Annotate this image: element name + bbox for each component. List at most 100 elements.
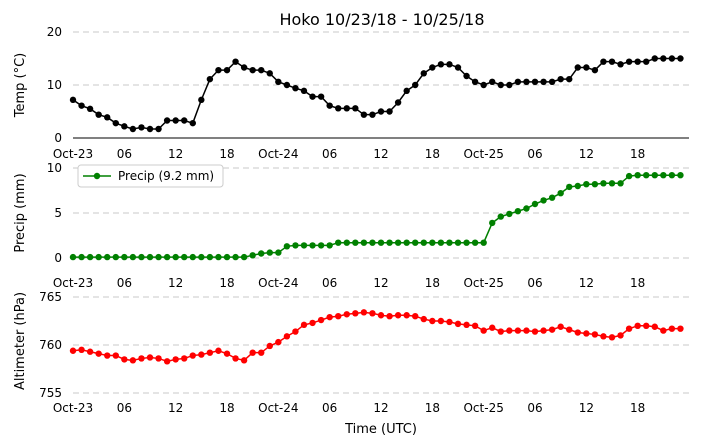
temp-data-point xyxy=(215,66,222,74)
temp-data-point xyxy=(420,70,427,77)
temp-data-point xyxy=(403,87,410,95)
altimeter-data-point xyxy=(317,316,325,324)
precip-data-point xyxy=(232,253,239,261)
precip-data-point xyxy=(112,253,119,261)
precip-data-point xyxy=(292,242,299,249)
temp-data-point xyxy=(198,96,205,104)
precip-data-point xyxy=(181,253,188,261)
precip-data-point xyxy=(489,219,496,227)
altimeter-data-point xyxy=(437,317,445,325)
precip-data-point xyxy=(591,181,599,188)
precip-data-point xyxy=(608,180,616,187)
altimeter-x-tick-label: 06 xyxy=(322,401,337,415)
altimeter-data-point xyxy=(377,312,385,319)
precip-data-point xyxy=(557,190,564,197)
temp-data-point xyxy=(266,70,273,77)
temp-data-point xyxy=(677,55,684,62)
legend-marker xyxy=(93,172,101,180)
altimeter-data-point xyxy=(446,318,453,326)
altimeter-data-point xyxy=(69,347,77,354)
altimeter-y-tick-label: 755 xyxy=(39,386,62,400)
precip-x-tick-label: 12 xyxy=(579,276,594,290)
altimeter-data-point xyxy=(506,327,513,334)
altimeter-data-point xyxy=(309,319,316,327)
precip-data-point xyxy=(121,253,128,261)
altimeter-data-point xyxy=(514,327,522,334)
temp-y-tick-label: 0 xyxy=(54,131,62,145)
altimeter-data-point xyxy=(489,324,496,331)
precip-data-point xyxy=(566,183,573,191)
altimeter-data-point xyxy=(523,327,530,334)
precip-data-point xyxy=(343,239,350,246)
temp-data-point xyxy=(608,58,616,65)
altimeter-data-point xyxy=(497,328,504,335)
temp-data-point xyxy=(78,102,85,109)
altimeter-x-tick-label: 12 xyxy=(579,401,594,415)
temp-data-point xyxy=(489,78,496,86)
altimeter-data-point xyxy=(249,349,256,356)
temp-data-point xyxy=(155,125,162,133)
altimeter-x-tick-label: Oct-23 xyxy=(53,401,93,415)
precip-x-tick-label: 18 xyxy=(219,276,234,290)
altimeter-data-point xyxy=(617,332,624,339)
temp-data-point xyxy=(625,58,633,65)
precip-data-point xyxy=(215,253,222,261)
temp-data-point xyxy=(412,81,419,89)
altimeter-data-point xyxy=(275,338,282,346)
temp-data-point xyxy=(86,105,94,113)
temp-x-tick-label: 06 xyxy=(117,147,132,161)
precip-data-point xyxy=(420,239,427,246)
temp-data-point xyxy=(343,105,350,112)
precip-data-point xyxy=(386,239,393,246)
altimeter-data-point xyxy=(412,313,419,320)
precip-x-tick-label: 18 xyxy=(425,276,440,290)
precip-data-point xyxy=(506,210,513,218)
precip-data-point xyxy=(240,253,248,261)
temp-data-point xyxy=(386,108,393,115)
temp-data-point xyxy=(104,114,111,121)
altimeter-data-point xyxy=(104,352,111,359)
temperature-panel: 0 10 20 Temp (°C) Oct-23 06 12 18 Oct-24 06 12 18 Oc… xyxy=(13,25,689,161)
precip-data-point xyxy=(138,253,145,261)
precip-data-point xyxy=(600,180,607,187)
temp-data-point xyxy=(497,81,504,89)
altimeter-data-point xyxy=(232,355,239,362)
precip-data-point xyxy=(129,253,137,261)
altimeter-data-point xyxy=(206,349,214,356)
precip-x-tick-label: 06 xyxy=(117,276,132,290)
altimeter-data-point xyxy=(258,349,265,356)
temp-data-point xyxy=(591,66,599,74)
precip-data-point xyxy=(446,239,453,246)
precip-data-point xyxy=(668,172,676,179)
altimeter-data-point xyxy=(420,315,427,323)
precip-data-point xyxy=(643,172,650,179)
temp-data-point xyxy=(172,117,179,124)
precip-data-point xyxy=(625,172,633,180)
altimeter-data-point xyxy=(634,322,641,329)
temp-x-tick-label: 12 xyxy=(373,147,388,161)
precip-data-point xyxy=(300,242,308,249)
precip-data-point xyxy=(266,249,273,256)
precip-data-point xyxy=(454,239,462,246)
temp-data-point xyxy=(600,58,607,65)
precip-data-point xyxy=(86,253,94,261)
precip-data-point xyxy=(660,172,667,179)
precip-data-point xyxy=(403,239,410,246)
temp-data-point xyxy=(583,64,590,71)
temp-data-point xyxy=(643,58,650,65)
altimeter-x-tick-label: 12 xyxy=(373,401,388,415)
altimeter-x-tick-label: 06 xyxy=(117,401,132,415)
precip-data-point xyxy=(275,249,282,256)
precip-data-point xyxy=(189,253,196,261)
precip-x-tick-label: Oct-25 xyxy=(463,276,503,290)
temp-data-point xyxy=(232,58,239,65)
altimeter-data-point xyxy=(146,354,154,361)
precip-x-tick-label: 06 xyxy=(322,276,337,290)
precip-data-point xyxy=(617,180,624,187)
precip-data-point xyxy=(497,213,504,220)
precip-data-point xyxy=(377,239,385,246)
altimeter-data-point xyxy=(95,350,102,357)
precip-data-point xyxy=(574,182,581,190)
temp-data-point xyxy=(275,78,282,86)
temp-x-tick-label: 12 xyxy=(168,147,183,161)
